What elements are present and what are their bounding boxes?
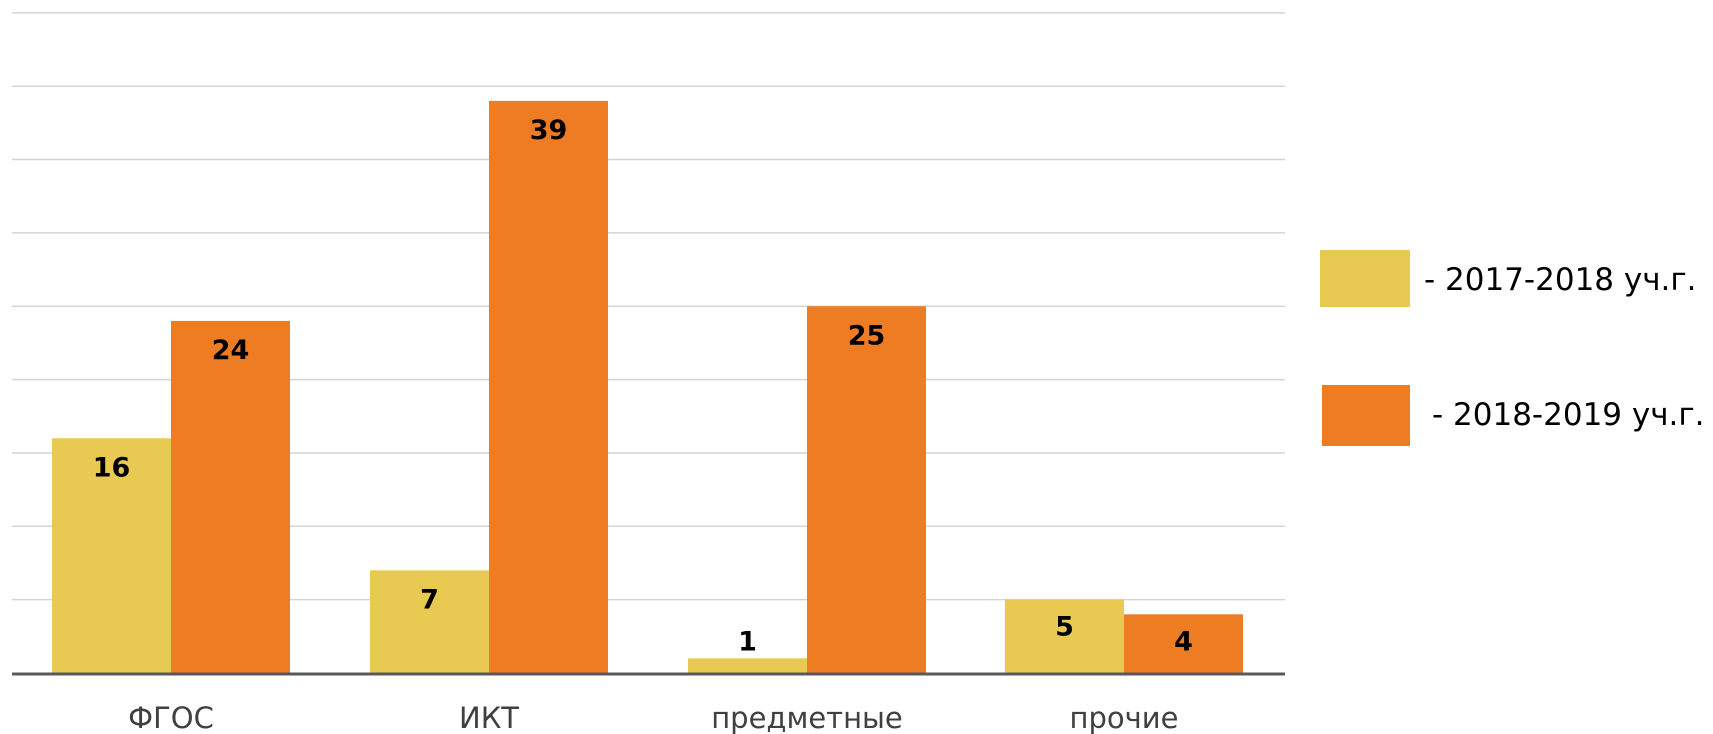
data-label: 39 <box>530 115 568 146</box>
category-labels: ФГОС ИКТ предметные прочие <box>128 701 1178 734</box>
bar-1-2 <box>370 570 489 673</box>
legend-swatch-1 <box>1320 250 1410 307</box>
bar-1-1 <box>52 438 171 673</box>
category-label: ФГОС <box>128 701 214 734</box>
data-label: 16 <box>93 452 131 483</box>
data-label: 5 <box>1055 612 1074 643</box>
data-label: 4 <box>1174 626 1193 657</box>
data-label: 25 <box>848 320 886 351</box>
bar-1-3 <box>688 658 807 673</box>
data-label: 24 <box>212 335 250 366</box>
category-label: ИКТ <box>459 701 519 734</box>
legend-swatch-2 <box>1322 385 1410 446</box>
data-label: 7 <box>420 584 439 615</box>
data-labels: 16 24 7 39 1 25 5 4 <box>93 115 1193 657</box>
category-label: прочие <box>1070 701 1179 734</box>
bar-2-1 <box>171 320 290 673</box>
legend-label-2: - 2018-2019 уч.г. <box>1432 397 1705 433</box>
bar-2-4 <box>1124 614 1243 673</box>
bar-1-4 <box>1005 599 1124 673</box>
category-label: предметные <box>711 701 903 734</box>
legend-label-1: - 2017-2018 уч.г. <box>1424 262 1697 298</box>
bar-2-3 <box>807 306 926 673</box>
legend: - 2017-2018 уч.г. - 2018-2019 уч.г. <box>1320 250 1705 446</box>
data-label: 1 <box>738 626 757 657</box>
bar-2-2 <box>489 100 608 674</box>
bars <box>52 100 1243 674</box>
